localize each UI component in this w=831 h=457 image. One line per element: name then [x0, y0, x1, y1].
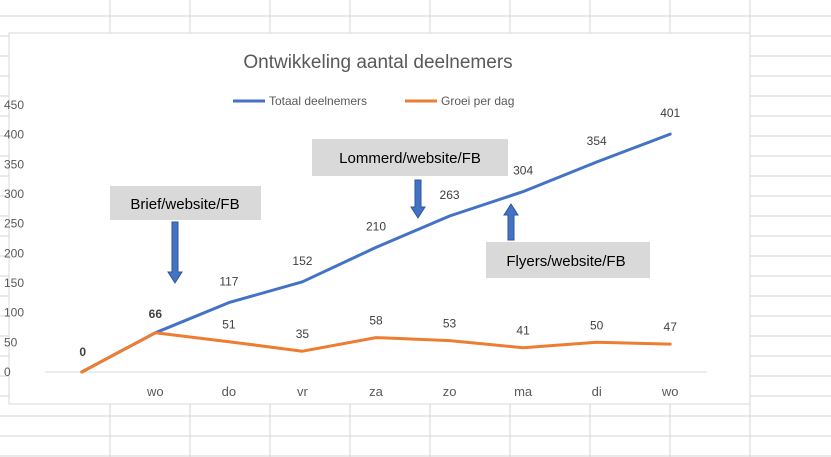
annotation-text-flyers: Flyers/website/FB [506, 253, 625, 270]
data-label: 401 [660, 106, 680, 120]
y-tick-label: 350 [4, 157, 24, 171]
data-label: 58 [369, 314, 383, 328]
annotation-box-flyers [486, 242, 650, 278]
data-label: 354 [587, 134, 607, 148]
x-tick-label: ma [514, 384, 533, 399]
y-tick-label: 450 [4, 98, 24, 112]
annotation-text-brief: Brief/website/FB [130, 196, 239, 213]
x-tick-label: do [222, 384, 236, 399]
x-tick-label: zo [443, 384, 457, 399]
data-label: 51 [222, 318, 236, 332]
series-line-totaal [80, 132, 672, 374]
data-label: 53 [443, 317, 457, 331]
data-label: 35 [296, 327, 310, 341]
down-arrow-icon [167, 221, 183, 284]
series-line-groei [80, 331, 672, 374]
up-arrow-icon [503, 203, 519, 241]
data-label: 50 [590, 318, 604, 332]
annotation-box-brief [110, 186, 261, 220]
y-tick-label: 150 [4, 276, 24, 290]
data-label: 263 [440, 188, 460, 202]
y-tick-label: 250 [4, 217, 24, 231]
legend-label-totaal: Totaal deelnemers [269, 94, 367, 108]
y-tick-label: 200 [4, 246, 24, 260]
annotation-brief: Brief/website/FB [110, 186, 261, 284]
legend-label-groei: Groei per dag [441, 94, 514, 108]
x-tick-label: wo [146, 384, 164, 399]
y-tick-label: 400 [4, 128, 24, 142]
data-label: 66 [149, 307, 163, 321]
data-label: 41 [516, 324, 530, 338]
annotation-lommerd: Lommerd/website/FB [312, 139, 508, 219]
annotation-text-lommerd: Lommerd/website/FB [339, 150, 481, 167]
down-arrow-icon [410, 179, 426, 219]
annotation-box-lommerd [312, 139, 508, 176]
data-label: 152 [292, 254, 312, 268]
x-tick-label: di [592, 384, 602, 399]
x-tick-label: wo [661, 384, 679, 399]
y-tick-label: 100 [4, 306, 24, 320]
y-tick-label: 300 [4, 187, 24, 201]
data-label: 117 [219, 275, 238, 289]
annotation-flyers: Flyers/website/FB [486, 203, 650, 278]
x-tick-label: vr [297, 384, 309, 399]
chart-title: Ontwikkeling aantal deelnemers [243, 52, 512, 73]
data-label: 0 [79, 345, 86, 359]
y-tick-label: 50 [4, 335, 18, 349]
data-label: 47 [664, 320, 678, 334]
data-label: 210 [366, 219, 386, 233]
x-tick-label: za [369, 384, 384, 399]
data-label: 304 [513, 164, 533, 178]
y-tick-label: 0 [4, 365, 11, 379]
